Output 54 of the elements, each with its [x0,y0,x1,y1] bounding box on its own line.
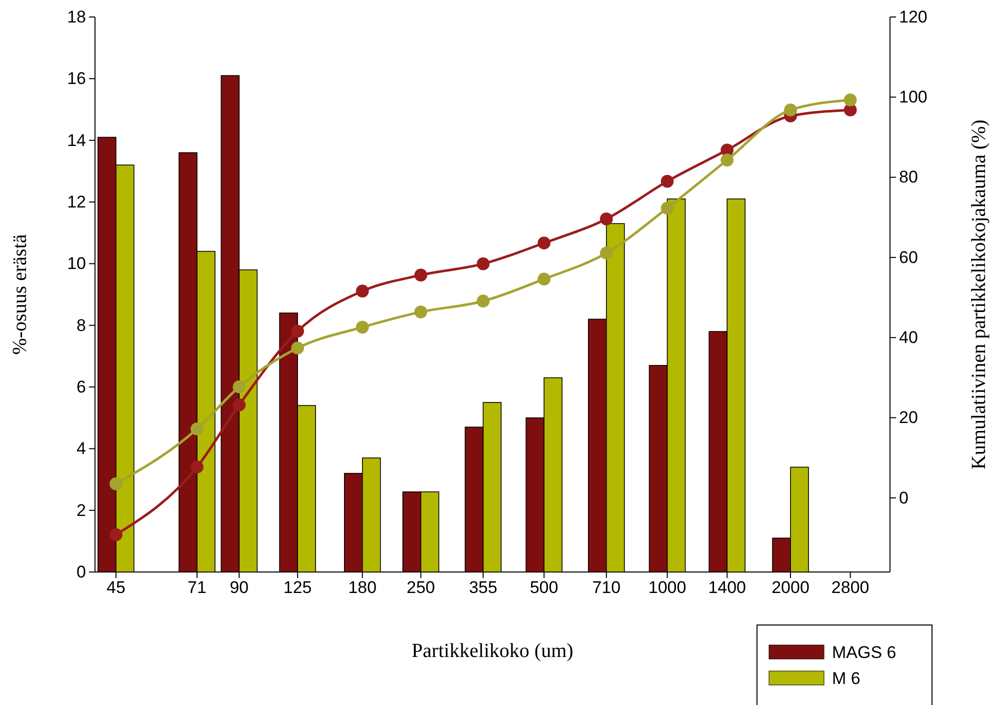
point [660,174,674,188]
point [600,212,613,226]
y2-tick-label: 40 [899,328,918,348]
x-tick-label: 500 [530,578,558,598]
x-tick-label: 250 [406,578,435,598]
y2-tick-label: 80 [899,168,918,187]
y2-tick-label: 20 [899,408,918,428]
point [538,236,550,250]
point [356,284,369,298]
y-tick-label: 8 [76,316,86,335]
point [476,257,490,270]
x-tick-label: 710 [592,578,621,598]
point [600,246,613,260]
point [110,477,122,490]
point [110,528,122,542]
y-tick-label: 4 [76,439,86,458]
y-tick-label: 14 [67,130,86,150]
y-tick-label: 10 [67,254,86,274]
y-axis-title: %-osuus erästä [9,234,31,355]
x-axis-title: Partikkelikoko (um) [412,640,574,662]
y2-tick-label: 120 [899,7,928,26]
legend-label: M 6 [832,669,860,688]
point [538,272,550,286]
y-tick-label: 18 [67,7,86,26]
x-tick-label: 1400 [708,578,746,598]
point [660,202,674,215]
point [414,268,428,282]
point [414,306,428,318]
y2-tick-label: 100 [899,88,928,107]
y2-tick-label: 60 [899,248,918,267]
y-tick-label: 0 [76,562,86,582]
point [232,398,246,412]
x-tick-label: 90 [230,578,249,598]
point [232,380,246,394]
x-tick-label: 180 [348,578,377,598]
y-tick-label: 2 [76,500,86,520]
x-tick-label: 71 [188,578,206,598]
y-tick-label: 16 [67,69,86,88]
point [844,94,857,106]
y-tick-label: 12 [67,192,86,212]
y2-axis-title: Kumulatiivinen partikkelikokojakauma (%) [968,120,990,470]
x-tick-label: 45 [106,578,126,598]
x-tick-label: 1000 [648,578,686,598]
point [476,294,490,308]
y-tick-label: 6 [76,377,86,396]
point [784,104,797,116]
x-tick-label: 2800 [831,578,870,598]
x-tick-label: 355 [468,578,498,598]
point [720,154,734,166]
x-tick-label: 2000 [772,578,810,598]
y2-tick-label: 0 [899,488,908,508]
x-tick-label: 125 [283,578,312,598]
point [356,320,369,334]
legend-label: MAGS 6 [832,643,896,662]
